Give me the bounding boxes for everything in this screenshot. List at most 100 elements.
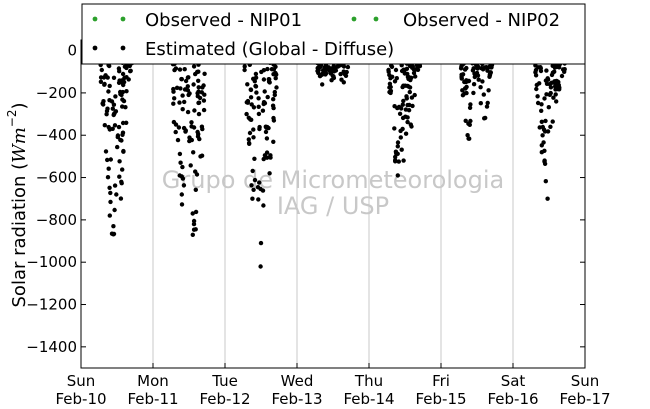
estimated-point <box>191 227 197 232</box>
estimated-point <box>390 74 395 80</box>
estimated-point <box>552 84 558 89</box>
estimated-point <box>267 171 272 176</box>
estimated-point <box>185 84 190 89</box>
estimated-point <box>115 133 121 138</box>
estimated-point <box>174 85 180 91</box>
estimated-point <box>463 79 468 85</box>
estimated-point <box>393 154 398 160</box>
estimated-point <box>548 90 553 96</box>
estimated-point <box>411 67 416 72</box>
watermark-line-2: IAG / USP <box>277 192 389 220</box>
estimated-point <box>464 84 469 90</box>
estimated-point <box>124 75 129 80</box>
estimated-point <box>547 82 552 87</box>
estimated-point <box>412 92 417 98</box>
x-tick-label-dow: Tue <box>211 372 238 390</box>
estimated-point <box>180 93 185 98</box>
estimated-point <box>345 64 351 70</box>
estimated-point <box>268 155 273 160</box>
estimated-point <box>396 159 401 164</box>
estimated-point <box>471 82 477 87</box>
x-grid-lines <box>152 40 514 368</box>
estimated-point <box>271 118 277 123</box>
x-tick-label-dow: Sun <box>67 372 96 390</box>
estimated-point <box>187 135 192 140</box>
estimated-point <box>117 174 122 179</box>
x-tick-label-dow: Sat <box>501 372 526 390</box>
estimated-point <box>251 187 256 192</box>
estimated-point <box>400 102 405 107</box>
legend-entry-nip02: Observed - NIP02 <box>403 10 560 31</box>
estimated-point <box>177 151 183 157</box>
estimated-point <box>119 138 124 143</box>
estimated-point <box>112 207 117 213</box>
estimated-point <box>273 76 278 81</box>
estimated-point <box>108 199 113 205</box>
estimated-point <box>251 135 256 140</box>
estimated-point <box>392 104 397 109</box>
watermark-line-1: Grupo de Micrometeorologia <box>162 166 504 194</box>
y-tick-label: −1400 <box>26 338 77 356</box>
estimated-point <box>467 136 472 141</box>
estimated-point <box>550 119 555 124</box>
estimated-point <box>107 83 112 89</box>
estimated-point <box>260 108 266 113</box>
estimated-point <box>460 88 465 93</box>
estimated-point <box>179 76 184 82</box>
legend-entry-nip01: Observed - NIP01 <box>145 10 302 31</box>
estimated-point <box>265 124 270 130</box>
estimated-point <box>201 107 207 113</box>
estimated-point <box>245 98 251 104</box>
estimated-point <box>487 74 492 80</box>
legend-marker-estimated-a <box>92 45 98 51</box>
estimated-point <box>171 101 176 106</box>
estimated-point <box>539 102 544 107</box>
estimated-point <box>179 192 184 197</box>
estimated-point <box>107 63 112 69</box>
estimated-point <box>329 78 334 83</box>
estimated-point <box>399 147 404 152</box>
estimated-point <box>109 99 115 104</box>
estimated-point <box>465 133 470 138</box>
estimated-point <box>544 92 549 97</box>
estimated-point <box>116 124 122 130</box>
estimated-point <box>178 86 183 91</box>
estimated-point <box>191 221 197 227</box>
estimated-point <box>256 197 261 202</box>
x-tick-label-date: Feb-10 <box>55 390 106 408</box>
estimated-point <box>486 88 491 93</box>
estimated-point <box>539 108 544 114</box>
estimated-point <box>338 71 343 77</box>
estimated-point <box>194 172 200 177</box>
estimated-point <box>556 82 561 88</box>
estimated-point <box>533 73 539 78</box>
estimated-point <box>468 118 473 124</box>
estimated-point <box>535 94 540 99</box>
estimated-point <box>539 143 544 148</box>
estimated-point <box>550 70 556 75</box>
legend-marker-nip01-a <box>92 16 98 22</box>
estimated-point <box>406 108 412 113</box>
estimated-point <box>321 69 326 75</box>
legend-box <box>81 3 586 65</box>
estimated-point <box>106 89 111 94</box>
x-tick-label-dow: Thu <box>354 372 383 390</box>
estimated-point <box>105 106 110 111</box>
estimated-point <box>269 67 275 72</box>
estimated-point <box>415 67 421 73</box>
estimated-point <box>124 89 129 94</box>
estimated-point <box>112 123 118 128</box>
estimated-point <box>252 156 257 161</box>
estimated-point <box>392 126 397 131</box>
estimated-point <box>196 111 202 117</box>
estimated-point <box>190 211 195 216</box>
estimated-point <box>181 125 187 131</box>
estimated-point <box>546 105 551 110</box>
estimated-point <box>341 69 346 74</box>
estimated-point <box>186 75 191 80</box>
x-tick-label-date: Feb-13 <box>271 390 322 408</box>
estimated-point <box>118 196 124 201</box>
estimated-point <box>261 203 266 208</box>
estimated-point <box>201 98 207 103</box>
estimated-point <box>253 84 259 89</box>
